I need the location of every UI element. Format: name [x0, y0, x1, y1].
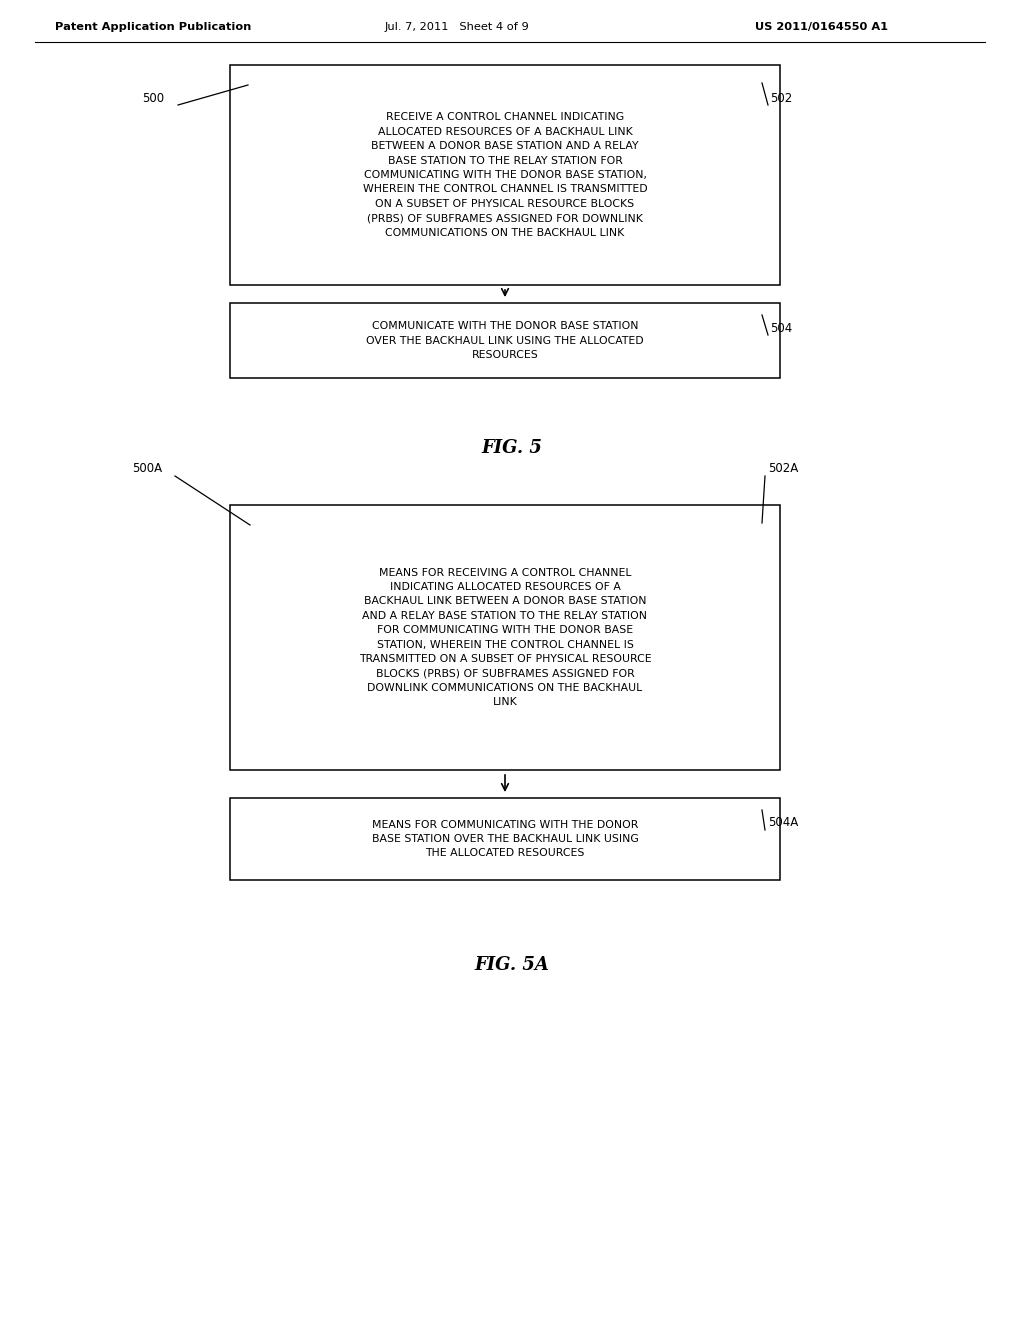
- Text: RECEIVE A CONTROL CHANNEL INDICATING
ALLOCATED RESOURCES OF A BACKHAUL LINK
BETW: RECEIVE A CONTROL CHANNEL INDICATING ALL…: [362, 112, 647, 238]
- Text: 502A: 502A: [768, 462, 799, 474]
- Text: FIG. 5A: FIG. 5A: [474, 956, 550, 974]
- Text: Patent Application Publication: Patent Application Publication: [55, 22, 251, 32]
- Text: FIG. 5: FIG. 5: [481, 440, 543, 457]
- Text: COMMUNICATE WITH THE DONOR BASE STATION
OVER THE BACKHAUL LINK USING THE ALLOCAT: COMMUNICATE WITH THE DONOR BASE STATION …: [367, 321, 644, 360]
- Text: Jul. 7, 2011   Sheet 4 of 9: Jul. 7, 2011 Sheet 4 of 9: [385, 22, 529, 32]
- Text: 500A: 500A: [132, 462, 162, 474]
- Bar: [230, 304, 780, 378]
- Text: 500: 500: [142, 91, 164, 104]
- Text: 504A: 504A: [768, 816, 799, 829]
- Bar: [230, 799, 780, 880]
- Text: 502: 502: [770, 91, 793, 104]
- Bar: [230, 65, 780, 285]
- Bar: [230, 506, 780, 770]
- Text: MEANS FOR COMMUNICATING WITH THE DONOR
BASE STATION OVER THE BACKHAUL LINK USING: MEANS FOR COMMUNICATING WITH THE DONOR B…: [372, 820, 638, 858]
- Text: US 2011/0164550 A1: US 2011/0164550 A1: [755, 22, 888, 32]
- Text: MEANS FOR RECEIVING A CONTROL CHANNEL
INDICATING ALLOCATED RESOURCES OF A
BACKHA: MEANS FOR RECEIVING A CONTROL CHANNEL IN…: [358, 568, 651, 708]
- Text: 504: 504: [770, 322, 793, 334]
